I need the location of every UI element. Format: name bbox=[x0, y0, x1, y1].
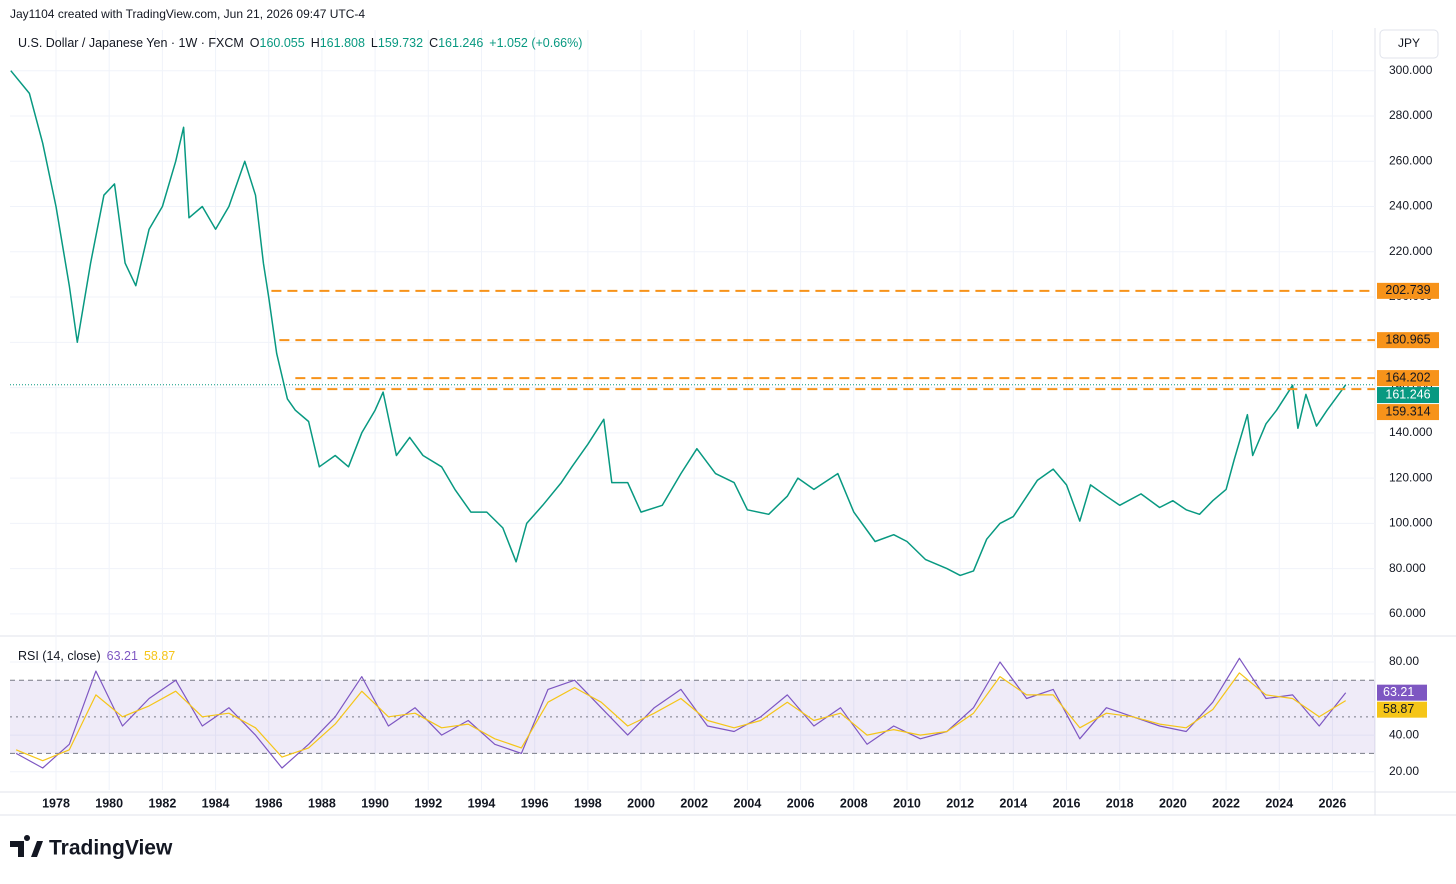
price-badge bbox=[1377, 282, 1439, 299]
y-tick-label: 80.000 bbox=[1389, 561, 1426, 575]
x-tick-label: 1990 bbox=[361, 796, 389, 810]
y-tick-label: 60.000 bbox=[1389, 606, 1426, 620]
x-tick-label: 2006 bbox=[787, 796, 815, 810]
price-line bbox=[10, 70, 1347, 577]
x-tick-label: 1978 bbox=[42, 796, 70, 810]
y-tick-label: 80.00 bbox=[1389, 654, 1419, 668]
rsi-line bbox=[15, 657, 1347, 769]
ohlc-value: 159.732 bbox=[378, 36, 423, 50]
ohlc-value: 160.055 bbox=[260, 36, 305, 50]
ohlc-letter: L bbox=[371, 36, 378, 50]
x-tick-label: 2000 bbox=[627, 796, 655, 810]
x-tick-label: 2012 bbox=[946, 796, 974, 810]
x-tick-label: 1980 bbox=[95, 796, 123, 810]
x-tick-label: 1984 bbox=[202, 796, 230, 810]
price-badge-label: 161.246 bbox=[1385, 387, 1430, 401]
price-badge bbox=[1377, 387, 1439, 404]
price-badge-label: 159.314 bbox=[1385, 404, 1430, 418]
x-tick-label: 2002 bbox=[680, 796, 708, 810]
ohlc-value: 161.808 bbox=[320, 36, 365, 50]
x-tick-label: 2004 bbox=[734, 796, 762, 810]
x-tick-label: 1998 bbox=[574, 796, 602, 810]
rsi-legend: RSI (14, close) 63.21 58.87 bbox=[18, 649, 175, 663]
y-tick-label: 280.000 bbox=[1389, 108, 1433, 122]
brand: TradingView bbox=[49, 837, 173, 860]
change: +1.052 (+0.66%) bbox=[489, 36, 582, 50]
price-badge bbox=[1377, 370, 1439, 387]
rsi-badge-label: 58.87 bbox=[1383, 702, 1414, 716]
credit: Jay1104 created with TradingView.com, Ju… bbox=[10, 7, 365, 21]
y-tick-label: 120.000 bbox=[1389, 470, 1433, 484]
ohlc-letter: H bbox=[311, 36, 320, 50]
price-badge-label: 164.202 bbox=[1385, 370, 1430, 384]
currency-box bbox=[1379, 29, 1439, 59]
x-tick-label: 1996 bbox=[521, 796, 549, 810]
y-tick-label: 220.000 bbox=[1389, 244, 1433, 258]
ohlc-letter: C bbox=[429, 36, 438, 50]
rsi-title: RSI (14, close) bbox=[18, 649, 101, 663]
rsi-value: 63.21 bbox=[107, 649, 138, 663]
ohlc-value: 161.246 bbox=[438, 36, 483, 50]
price-badge-label: 180.965 bbox=[1385, 332, 1430, 346]
price-badge bbox=[1377, 332, 1439, 349]
price-legend: U.S. Dollar / Japanese Yen · 1W · FXCM O1… bbox=[18, 36, 582, 50]
x-tick-label: 2014 bbox=[999, 796, 1027, 810]
x-tick-label: 2026 bbox=[1319, 796, 1347, 810]
x-tick-label: 2018 bbox=[1106, 796, 1134, 810]
logo bbox=[10, 834, 43, 857]
y-tick-label: 20.00 bbox=[1389, 764, 1419, 778]
x-tick-label: 1986 bbox=[255, 796, 283, 810]
x-tick-label: 1994 bbox=[468, 796, 496, 810]
x-tick-label: 2010 bbox=[893, 796, 921, 810]
rsi-badge bbox=[1377, 701, 1427, 718]
y-tick-label: 40.00 bbox=[1389, 727, 1419, 741]
currency: JPY bbox=[1398, 36, 1420, 50]
rsi-value: 58.87 bbox=[144, 649, 175, 663]
x-tick-label: 1982 bbox=[148, 796, 176, 810]
y-tick-label: 240.000 bbox=[1389, 199, 1433, 213]
y-tick-label: 100.000 bbox=[1389, 516, 1433, 530]
legend-title: U.S. Dollar / Japanese Yen · 1W · FXCM bbox=[18, 36, 244, 50]
price-badge bbox=[1377, 404, 1439, 421]
price-badge-label: 202.739 bbox=[1385, 283, 1430, 297]
x-tick-label: 2024 bbox=[1265, 796, 1293, 810]
rsi-badge bbox=[1377, 684, 1427, 701]
rsi-line bbox=[15, 672, 1347, 762]
y-tick-label: 140.000 bbox=[1389, 425, 1433, 439]
x-tick-label: 2016 bbox=[1053, 796, 1081, 810]
y-tick-label: 260.000 bbox=[1389, 153, 1433, 167]
x-tick-label: 1988 bbox=[308, 796, 336, 810]
x-tick-label: 1992 bbox=[414, 796, 442, 810]
x-tick-label: 2022 bbox=[1212, 796, 1240, 810]
y-tick-label: 300.000 bbox=[1389, 63, 1433, 77]
x-tick-label: 2008 bbox=[840, 796, 868, 810]
ohlc-letter: O bbox=[250, 36, 260, 50]
rsi-badge-label: 63.21 bbox=[1383, 685, 1414, 699]
x-tick-label: 2020 bbox=[1159, 796, 1187, 810]
